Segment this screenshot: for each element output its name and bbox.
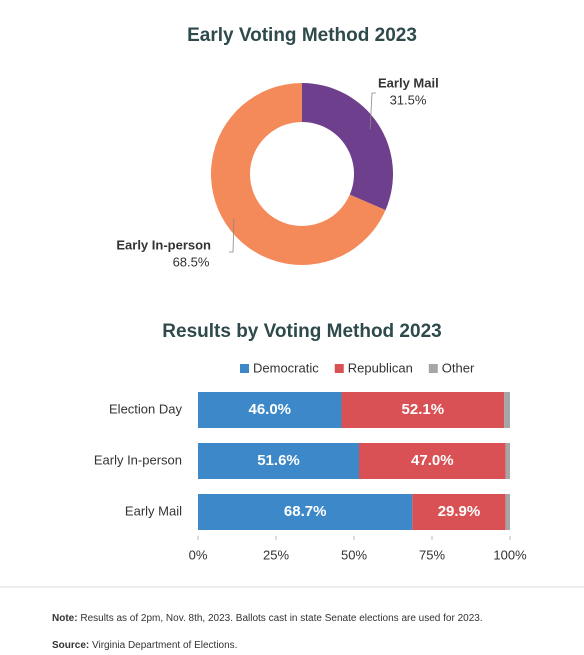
bar-segment [505, 443, 510, 479]
bar-segment [198, 443, 359, 479]
slice-value: 68.5% [173, 254, 210, 269]
data-label: 51.6% [257, 452, 300, 469]
bar-segment [198, 494, 413, 530]
bar-segment [505, 494, 510, 530]
bar-segment [198, 392, 342, 428]
slice-label: Early Mail [378, 75, 439, 90]
y-tick-label: Election Day [109, 401, 182, 416]
chart-title: Early Voting Method 2023 [187, 25, 417, 46]
bar-segment [358, 443, 506, 479]
x-tick-label: 50% [341, 547, 367, 562]
x-tick-label: 75% [419, 547, 445, 562]
legend-label: Republican [348, 360, 413, 375]
data-label: 52.1% [402, 401, 445, 418]
chart-title: Results by Voting Method 2023 [162, 321, 441, 342]
source-label: Source: [52, 640, 89, 651]
note-text: Results as of 2pm, Nov. 8th, 2023. Ballo… [80, 613, 482, 624]
bar-segment [341, 392, 505, 428]
source-text: Virginia Department of Elections. [92, 640, 237, 651]
x-tick-label: 25% [263, 547, 289, 562]
data-label: 46.0% [248, 401, 291, 418]
data-label: 68.7% [284, 503, 327, 520]
x-tick-label: 100% [493, 547, 527, 562]
y-tick-label: Early Mail [125, 503, 182, 518]
note: Note: Results as of 2pm, Nov. 8th, 2023.… [52, 613, 483, 624]
note-label: Note: [52, 613, 78, 624]
bar-segment [412, 494, 506, 530]
data-label: 29.9% [438, 503, 481, 520]
source: Source: Virginia Department of Elections… [52, 640, 237, 651]
y-tick-label: Early In-person [94, 452, 182, 467]
leader-line [369, 92, 376, 130]
legend-label: Other [442, 360, 475, 375]
pie-slice [211, 83, 386, 265]
legend-swatch [428, 364, 438, 373]
data-label: 47.0% [411, 452, 454, 469]
x-tick-label: 0% [189, 547, 208, 562]
pie-slice [302, 83, 393, 211]
legend-swatch [240, 364, 249, 373]
slice-label: Early In-person [116, 237, 211, 252]
slice-value: 31.5% [390, 92, 427, 107]
legend-label: Democratic [253, 360, 319, 375]
bar-segment [504, 392, 510, 428]
leader-line [229, 218, 235, 253]
legend-swatch [334, 364, 344, 373]
